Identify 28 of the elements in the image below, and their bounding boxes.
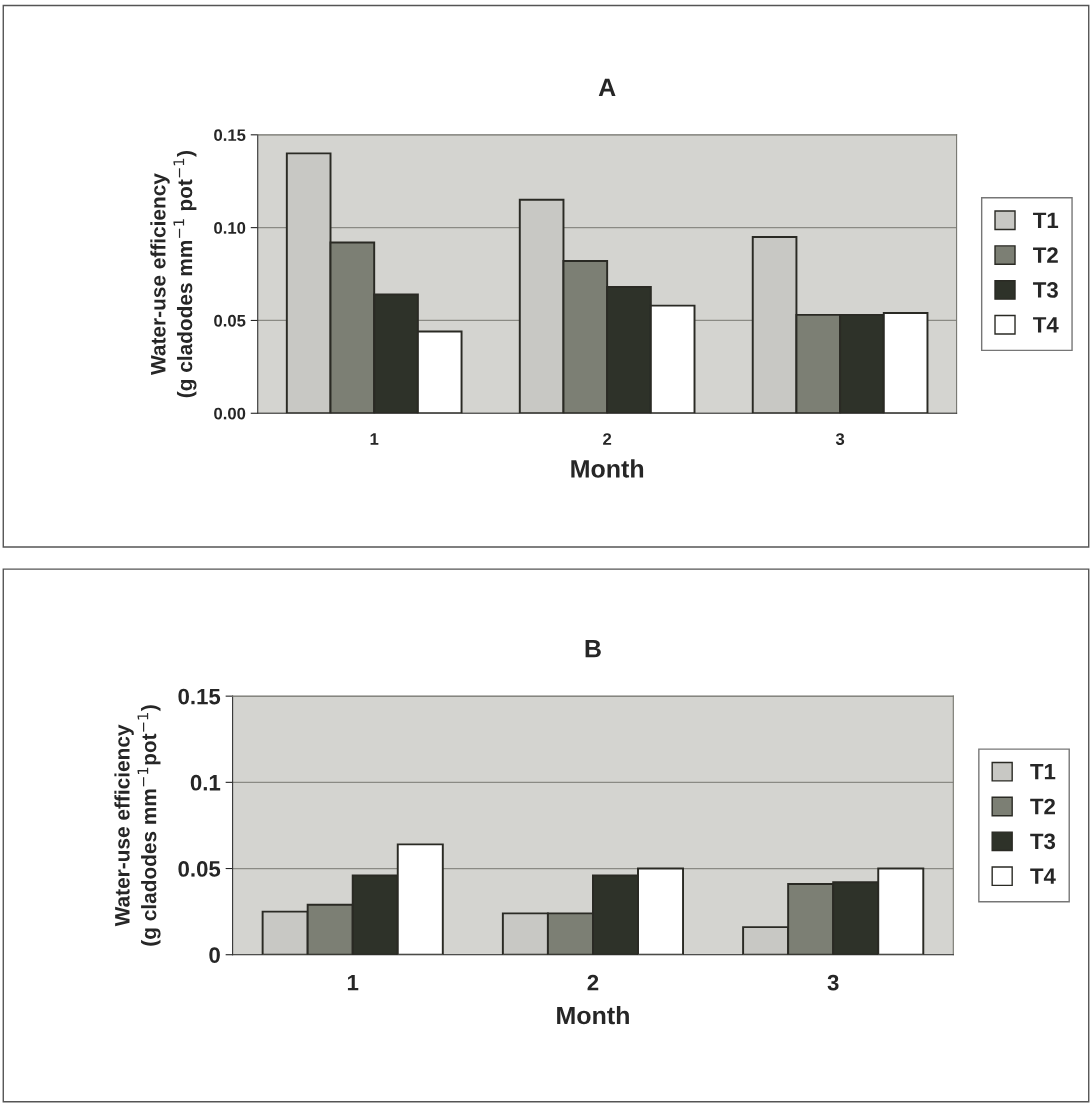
chart-title: B — [585, 640, 601, 658]
legend-label: T4 — [1033, 317, 1059, 333]
x-tick-label: 3 — [835, 433, 845, 445]
y-axis-title: Water-use efficiency (g cladodes mm$^{−1}$pot$^{−1}$) — [114, 705, 161, 946]
y-tick-label: 0.05 — [214, 314, 246, 327]
legend-label: T3 — [1033, 282, 1058, 298]
legend-label: T2 — [1033, 247, 1058, 263]
y-tick-label: 0.15 — [214, 129, 246, 142]
x-tick-label: 1 — [370, 433, 379, 445]
y-tick-label: 0 — [209, 947, 220, 963]
x-tick-label: 2 — [587, 974, 599, 991]
y-tick-label: 0.1 — [190, 774, 221, 791]
x-axis-title: Month — [557, 1005, 629, 1025]
x-tick-label: 3 — [827, 974, 839, 991]
legend-label: T1 — [1030, 764, 1056, 780]
y-axis-title: Water-use efficiency (g cladodes mm$^{−1}$ pot$^{−1}$) — [150, 150, 197, 398]
y-tick-label: 0.15 — [178, 688, 221, 705]
legend-label: T1 — [1033, 212, 1059, 228]
legend-label: T4 — [1030, 868, 1056, 884]
y-tick-label: 0.00 — [214, 407, 246, 420]
y-tick-label: 0.10 — [214, 222, 246, 234]
y-tick-label: 0.05 — [178, 861, 221, 877]
legend-label: T3 — [1030, 833, 1056, 850]
x-tick-label: 2 — [603, 433, 612, 445]
x-axis-title: Month — [571, 459, 644, 478]
legend-label: T2 — [1030, 798, 1055, 815]
chart-title: A — [598, 78, 616, 96]
x-tick-label: 1 — [347, 974, 359, 991]
